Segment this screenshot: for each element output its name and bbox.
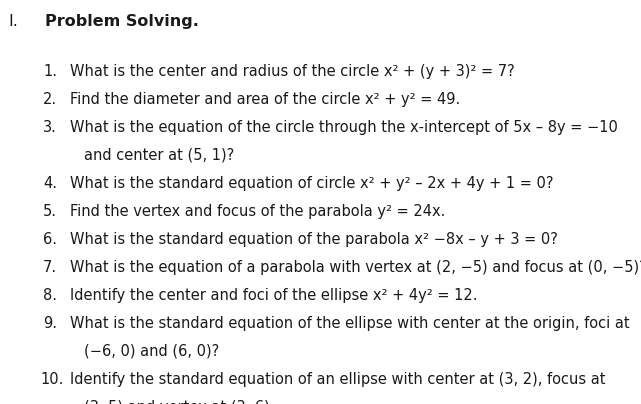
Text: Identify the standard equation of an ellipse with center at (3, 2), focus at: Identify the standard equation of an ell… bbox=[70, 372, 606, 387]
Text: Identify the center and foci of the ellipse x² + 4y² = 12.: Identify the center and foci of the elli… bbox=[70, 288, 478, 303]
Text: 9.: 9. bbox=[43, 316, 57, 331]
Text: What is the equation of the circle through the x-intercept of 5x – 8y = −10: What is the equation of the circle throu… bbox=[70, 120, 618, 135]
Text: 7.: 7. bbox=[43, 260, 57, 275]
Text: 10.: 10. bbox=[40, 372, 64, 387]
Text: 5.: 5. bbox=[43, 204, 57, 219]
Text: and center at (5, 1)?: and center at (5, 1)? bbox=[84, 148, 234, 163]
Text: What is the center and radius of the circle x² + (y + 3)² = 7?: What is the center and radius of the cir… bbox=[70, 64, 515, 79]
Text: 6.: 6. bbox=[43, 232, 57, 247]
Text: (−6, 0) and (6, 0)?: (−6, 0) and (6, 0)? bbox=[84, 344, 219, 359]
Text: 4.: 4. bbox=[43, 176, 57, 191]
Text: Find the vertex and focus of the parabola y² = 24x.: Find the vertex and focus of the parabol… bbox=[70, 204, 445, 219]
Text: 2.: 2. bbox=[43, 92, 57, 107]
Text: What is the standard equation of the parabola x² −8x – y + 3 = 0?: What is the standard equation of the par… bbox=[70, 232, 558, 247]
Text: Find the diameter and area of the circle x² + y² = 49.: Find the diameter and area of the circle… bbox=[70, 92, 460, 107]
Text: Problem Solving.: Problem Solving. bbox=[45, 14, 199, 29]
Text: (3, 5) and vertex at (3, 6).: (3, 5) and vertex at (3, 6). bbox=[84, 400, 274, 404]
Text: 3.: 3. bbox=[43, 120, 57, 135]
Text: What is the equation of a parabola with vertex at (2, −5) and focus at (0, −5)?: What is the equation of a parabola with … bbox=[70, 260, 641, 275]
Text: What is the standard equation of circle x² + y² – 2x + 4y + 1 = 0?: What is the standard equation of circle … bbox=[70, 176, 553, 191]
Text: What is the standard equation of the ellipse with center at the origin, foci at: What is the standard equation of the ell… bbox=[70, 316, 629, 331]
Text: 8.: 8. bbox=[43, 288, 57, 303]
Text: I.: I. bbox=[8, 14, 18, 29]
Text: 1.: 1. bbox=[43, 64, 57, 79]
